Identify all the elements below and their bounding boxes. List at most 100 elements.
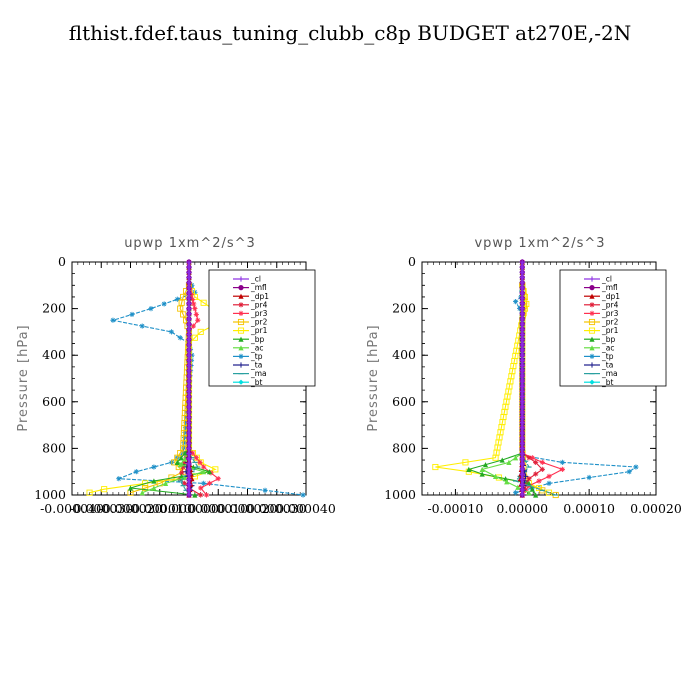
data-point (195, 317, 201, 323)
data-point (186, 414, 192, 420)
data-point (186, 487, 192, 493)
data-point (262, 487, 268, 493)
data-point (186, 430, 192, 436)
legend-label: _pr2 (601, 318, 619, 327)
data-point (479, 471, 485, 477)
data-point (182, 459, 188, 465)
data-point (178, 455, 184, 461)
data-point (86, 489, 93, 496)
data-point (177, 335, 183, 341)
data-point (519, 342, 525, 348)
data-point (529, 455, 535, 461)
data-point (186, 445, 192, 451)
data-point (519, 450, 525, 457)
data-point (197, 328, 204, 335)
x-tick-label: -0.00010 (427, 501, 483, 516)
data-point (539, 459, 545, 465)
data-point (186, 409, 192, 415)
data-point (519, 461, 525, 467)
y-tick-label: 0 (408, 254, 416, 269)
legend-label: _mfl (601, 283, 618, 292)
legend-label: _dp1 (601, 292, 620, 301)
legend-marker (589, 379, 595, 385)
data-point (524, 481, 530, 487)
data-point (190, 450, 196, 456)
data-point (513, 455, 519, 461)
data-point (506, 459, 512, 465)
series_cl (186, 259, 192, 498)
data-point (559, 466, 565, 472)
axes-vpwp: 0 200 400 600 800 1000 -0.00010 0.00000 0.00010 0… (384, 254, 682, 516)
legend-label: _pr3 (601, 309, 619, 318)
x-tick-label: 0.00010 (563, 501, 615, 516)
legend-marker (238, 362, 244, 368)
data-point (186, 357, 192, 363)
data-point (186, 404, 192, 410)
data-point (206, 480, 213, 486)
data-point (215, 476, 221, 482)
data-point (177, 462, 183, 468)
panel-upwp: upwp 1xm^2/s^3 Pressure [hPa] 0 200 400 600… (16, 236, 336, 516)
data-point (526, 476, 532, 482)
legend-marker (589, 336, 595, 342)
x-tick-label: -0.000020 (99, 501, 163, 516)
data-point (181, 440, 187, 446)
data-point (186, 461, 192, 467)
data-point (186, 274, 192, 281)
data-point (186, 466, 192, 472)
data-point (482, 462, 489, 468)
legend-marker (238, 285, 244, 291)
x-tick-label: 0.00000 (496, 501, 548, 516)
y-tick-label: 800 (42, 440, 66, 455)
data-point (200, 299, 207, 306)
data-point (189, 296, 196, 302)
data-point (519, 404, 525, 410)
data-point (186, 311, 192, 317)
data-point (177, 305, 184, 312)
data-point (186, 440, 192, 446)
data-point (110, 317, 116, 323)
data-point (186, 337, 192, 343)
data-point (519, 476, 525, 483)
y-tick-label: 1000 (34, 487, 66, 502)
legend-marker (589, 353, 595, 359)
data-point (186, 285, 192, 291)
data-point (519, 383, 525, 389)
legend-marker (238, 336, 244, 342)
data-point (178, 299, 185, 306)
legend-label: _pr3 (250, 309, 268, 318)
x-tick-label: 0.000010 (188, 501, 248, 516)
figure-title: flthist.fdef.taus_tuning_clubb_c8p BUDGE… (69, 21, 632, 45)
legend-marker (238, 310, 244, 316)
legend-box (208, 269, 316, 387)
data-point (186, 342, 192, 348)
data-point (186, 269, 192, 275)
data-point (519, 487, 525, 493)
data-point (186, 388, 192, 395)
data-point (186, 306, 192, 312)
data-point (101, 486, 108, 493)
series-line (521, 285, 556, 496)
legend-marker (589, 345, 595, 351)
data-point (186, 316, 192, 322)
legend-marker (589, 285, 595, 291)
data-point (163, 480, 169, 486)
data-point (492, 454, 499, 461)
data-point (519, 331, 525, 338)
data-point (539, 466, 545, 472)
legend-label: _pr4 (250, 300, 268, 309)
legend-label: _pr1 (601, 326, 619, 335)
data-point (127, 485, 134, 491)
y-axis-label-vpwp: Pressure [hPa] (366, 324, 381, 431)
data-point (462, 459, 469, 466)
data-point (116, 476, 122, 482)
data-point (179, 470, 185, 476)
series-line (89, 285, 226, 494)
data-point (151, 478, 157, 484)
data-point (151, 464, 157, 470)
y-tick-label: 400 (42, 347, 66, 362)
data-point (198, 485, 204, 491)
data-point (519, 352, 525, 358)
legend-label: _dp1 (250, 292, 269, 301)
